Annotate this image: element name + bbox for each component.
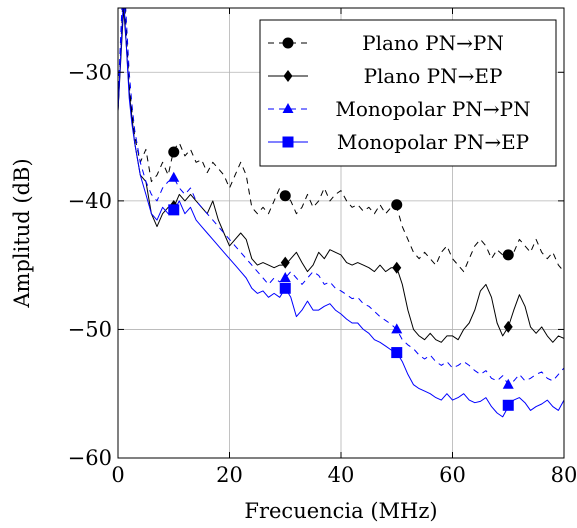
data-point — [279, 272, 291, 282]
y-tick-label: −30 — [68, 60, 112, 84]
data-point — [280, 256, 290, 269]
legend-marker — [283, 70, 293, 82]
legend-marker — [282, 103, 294, 113]
data-point — [502, 249, 514, 261]
series-1 — [118, 8, 564, 343]
series-2 — [118, 8, 564, 386]
series-0 — [118, 8, 564, 273]
series-line — [118, 8, 564, 343]
data-point — [279, 190, 291, 202]
x-axis-title: Frecuencia (MHz) — [244, 499, 437, 523]
data-point — [392, 261, 402, 274]
y-tick-label: −50 — [68, 317, 112, 341]
series-line — [118, 8, 564, 273]
x-tick-label: 80 — [551, 463, 577, 487]
x-tick-label: 40 — [328, 463, 355, 487]
legend-label: Monopolar PN→PN — [335, 97, 530, 121]
series-line — [118, 8, 564, 418]
legend-label: Plano PN→EP — [364, 64, 503, 88]
x-tick-label: 60 — [439, 463, 466, 487]
series-layer — [118, 8, 564, 418]
legend-label: Plano PN→PN — [362, 31, 504, 55]
y-axis-title: Amplitud (dB) — [10, 158, 34, 308]
data-point — [168, 204, 180, 216]
data-point — [503, 320, 513, 333]
data-point — [168, 146, 180, 158]
data-point — [391, 347, 403, 359]
y-tick-label: −40 — [68, 189, 112, 213]
data-point — [391, 323, 403, 334]
legend-marker — [282, 37, 294, 49]
legend-box — [259, 19, 557, 167]
series-line — [118, 8, 564, 386]
data-point — [391, 199, 403, 211]
data-point — [502, 378, 514, 389]
data-point — [279, 282, 291, 294]
data-point — [502, 399, 514, 411]
data-point — [168, 171, 180, 182]
legend: Plano PN→PN Plano PN→EP Monopolar PN→PN Mon… — [259, 19, 557, 167]
x-tick-label: 20 — [216, 463, 243, 487]
y-tick-label: −60 — [68, 446, 112, 470]
x-tick-label: 0 — [111, 463, 124, 487]
ticks: 0 20 40 60 80 −60 −50 −40 −30 — [68, 8, 577, 487]
legend-label: Monopolar PN→EP — [337, 130, 529, 154]
legend-marker — [282, 136, 294, 148]
series-3 — [118, 8, 564, 418]
